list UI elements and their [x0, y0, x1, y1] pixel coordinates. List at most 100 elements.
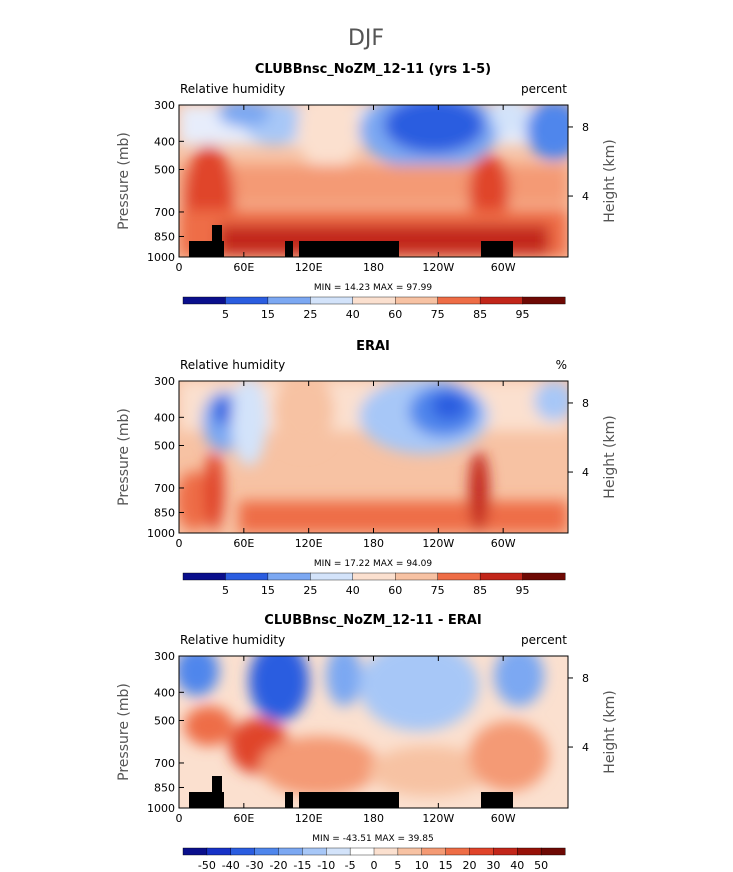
panel-3-colorbar-label: -50	[198, 859, 216, 872]
panel-3-ylabel: Pressure (mb)	[116, 683, 132, 781]
panel-2-colorbar-label: 95	[516, 584, 530, 597]
panel-3-colorbar-label: -15	[293, 859, 311, 872]
panel-2-y-tick-label: 700	[154, 482, 175, 495]
panel-1-colorbar-label: 40	[346, 308, 360, 321]
panel-3-y-tick-label: 850	[154, 781, 175, 794]
panel-2-colorbar-label: 5	[222, 584, 229, 597]
panel-3-colorbar-swatch	[254, 847, 279, 856]
panel-3-colorbar-label: 20	[463, 859, 477, 872]
panel-3-colorbar-label: -20	[270, 859, 288, 872]
panel-3-y2-tick-label: 8	[582, 672, 589, 685]
panel-1-right-label: percent	[521, 82, 567, 96]
panel-3-colorbar-swatch	[182, 847, 208, 856]
panel-1-colorbar-swatch	[352, 296, 396, 305]
panel-1-colorbar: 5 15 25 40 60 75 85 95	[182, 296, 566, 321]
panel-2-y-tick-label: 500	[154, 439, 175, 452]
panel-1-colorbar-label: 75	[431, 308, 445, 321]
panel-2-colorbar-swatch	[437, 572, 481, 581]
panel-3-x-tick-label: 60W	[491, 812, 516, 825]
panel-2-y2-tick-label: 4	[582, 466, 589, 479]
panel-3-colorbar-swatch	[302, 847, 327, 856]
panel-1-colorbar-swatch	[182, 296, 226, 305]
panel-1-stats: MIN = 14.23 MAX = 97.99	[314, 283, 432, 293]
panel-1-x-tick-label: 120E	[295, 261, 323, 274]
panel-3-colorbar: -50 -40 -30 -20 -15 -10 -5 0 5 10 15 20 30 40 50	[182, 847, 566, 872]
panel-1-colorbar-label: 25	[303, 308, 317, 321]
panel-2-x-tick-label: 60W	[491, 537, 516, 550]
panel-2-y-tick-label: 1000	[147, 527, 175, 540]
panel-1-colorbar-swatch	[479, 296, 524, 305]
panel-1-colorbar-label: 95	[516, 308, 530, 321]
panel-1-colorbar-swatch	[395, 296, 439, 305]
panel-3-colorbar-label: -10	[317, 859, 335, 872]
panel-3-y-tick-label: 1000	[147, 802, 175, 815]
panel-3-right-label: percent	[521, 633, 567, 647]
panel-3-colorbar-label: 10	[415, 859, 429, 872]
panel-1-left-label: Relative humidity	[180, 82, 285, 96]
panel-2-colorbar-swatch	[522, 572, 566, 581]
panel-2-x-tick-label: 180	[363, 537, 384, 550]
panel-3-colorbar-swatch	[540, 847, 566, 856]
panel-3-colorbar-swatch	[493, 847, 518, 856]
panel-3-colorbar-swatch	[278, 847, 303, 856]
panel-3-x-tick-label: 180	[363, 812, 384, 825]
panel-3-x-tick-label: 120E	[295, 812, 323, 825]
panel-2-y-tick-label: 300	[154, 375, 175, 388]
panel-2-y2-tick-label: 8	[582, 397, 589, 410]
panel-1-y2-tick-label: 4	[582, 190, 589, 203]
panel-3-colorbar-label: 40	[510, 859, 524, 872]
panel-3-colorbar-swatch	[349, 847, 375, 856]
panel-3-stats: MIN = -43.51 MAX = 39.85	[312, 834, 433, 844]
panel-3-y-tick-label: 400	[154, 686, 175, 699]
panel-2-colorbar-swatch	[310, 572, 354, 581]
panel-1-y-tick-label: 1000	[147, 251, 175, 264]
panel-1-y2label: Height (km)	[602, 139, 618, 222]
panel-3-y-tick-label: 300	[154, 650, 175, 663]
panel-1-y-tick-label: 850	[154, 230, 175, 243]
panel-2-title: ERAI	[356, 339, 390, 354]
panel-2-stats: MIN = 17.22 MAX = 94.09	[314, 559, 432, 569]
panel-2-colorbar-swatch	[395, 572, 439, 581]
panel-3-colorbar-label: 50	[534, 859, 548, 872]
panel-3-colorbar-swatch	[469, 847, 494, 856]
panel-3-colorbar-swatch	[230, 847, 256, 856]
panel-2-right-label: %	[556, 358, 567, 372]
panel-2-y2label: Height (km)	[602, 415, 618, 498]
panel-1-colorbar-swatch	[225, 296, 269, 305]
panel-1-y-tick-label: 300	[154, 99, 175, 112]
panel-1-colorbar-swatch	[437, 296, 481, 305]
panel-1: CLUBBnsc_NoZM_12-11 (yrs 1-5) Relative h…	[178, 62, 569, 321]
panel-1-colorbar-swatch	[522, 296, 566, 305]
panel-3-y-tick-label: 700	[154, 757, 175, 770]
panel-3-colorbar-swatch	[445, 847, 470, 856]
panel-1-colorbar-swatch	[310, 296, 354, 305]
panel-2-x-tick-label: 0	[176, 537, 183, 550]
panel-1-plot	[178, 104, 569, 258]
panel-2-colorbar-swatch	[182, 572, 226, 581]
panel-3-x-tick-label: 0	[176, 812, 183, 825]
panel-3-title: CLUBBnsc_NoZM_12-11 - ERAI	[264, 613, 481, 628]
panel-1-x-tick-label: 60W	[491, 261, 516, 274]
panel-3-colorbar-swatch	[397, 847, 423, 856]
panel-2-colorbar-label: 25	[303, 584, 317, 597]
panel-3-y-tick-label: 500	[154, 714, 175, 727]
axes-layer: 0 60E 120E 180 120W 60W300400500700850100084P…	[116, 99, 618, 825]
panel-3-x-tick-label: 60E	[233, 812, 254, 825]
panel-3-colorbar-label: 5	[394, 859, 401, 872]
panel-1-y-tick-label: 700	[154, 206, 175, 219]
panel-1-colorbar-swatch	[267, 296, 311, 305]
panel-1-colorbar-label: 85	[473, 308, 487, 321]
panel-2: ERAI Relative humidity %	[178, 339, 569, 597]
panel-3-plot	[178, 655, 569, 809]
panel-2-y-tick-label: 850	[154, 506, 175, 519]
panel-3-colorbar-label: -30	[246, 859, 264, 872]
panel-3-colorbar-label: 15	[439, 859, 453, 872]
panel-3-colorbar-swatch	[206, 847, 232, 856]
panel-3-colorbar-label: 30	[486, 859, 500, 872]
panel-3-y2label: Height (km)	[602, 690, 618, 773]
panel-3-colorbar-label: -5	[345, 859, 356, 872]
panel-3-colorbar-swatch	[421, 847, 447, 856]
panel-1-y2-tick-label: 8	[582, 121, 589, 134]
panel-2-y-tick-label: 400	[154, 411, 175, 424]
